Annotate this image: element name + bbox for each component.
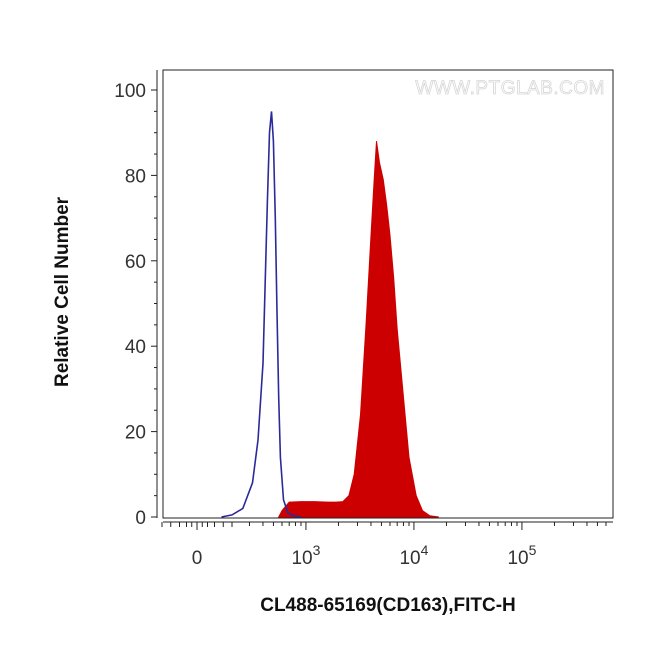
x-tick-base: 0 bbox=[192, 548, 203, 569]
x-axis-title: CL488-65169(CD163),FITC-H bbox=[260, 595, 516, 616]
histogram-control-outline bbox=[221, 111, 302, 518]
plot-frame bbox=[162, 69, 614, 519]
y-tick-label: 100 bbox=[114, 81, 146, 102]
y-tick-label: 60 bbox=[125, 252, 146, 273]
x-tick-base: 10 bbox=[399, 548, 420, 569]
y-tick-label: 40 bbox=[125, 337, 146, 358]
plot-area bbox=[221, 111, 439, 518]
x-tick-base: 10 bbox=[291, 548, 312, 569]
y-axis-title: Relative Cell Number bbox=[52, 196, 73, 387]
y-tick-label: 80 bbox=[125, 166, 146, 187]
y-axis: 0 20 40 60 80 100 bbox=[114, 70, 158, 529]
histogram-stained-filled bbox=[277, 141, 439, 518]
x-axis: 0 103 104 105 bbox=[161, 521, 613, 569]
x-tick-label: 104 bbox=[399, 542, 428, 569]
x-tick-exponent: 3 bbox=[313, 542, 321, 558]
x-tick-label: 105 bbox=[507, 542, 536, 569]
x-tick-label: 103 bbox=[291, 542, 320, 569]
x-tick-exponent: 4 bbox=[421, 542, 429, 558]
y-tick-label: 0 bbox=[135, 508, 146, 529]
x-tick-exponent: 5 bbox=[529, 542, 537, 558]
x-tick-label: 0 bbox=[192, 548, 203, 569]
watermark-text: WWW.PTGLAB.COM bbox=[415, 78, 605, 99]
y-tick-label: 20 bbox=[125, 423, 146, 444]
x-tick-base: 10 bbox=[507, 548, 528, 569]
